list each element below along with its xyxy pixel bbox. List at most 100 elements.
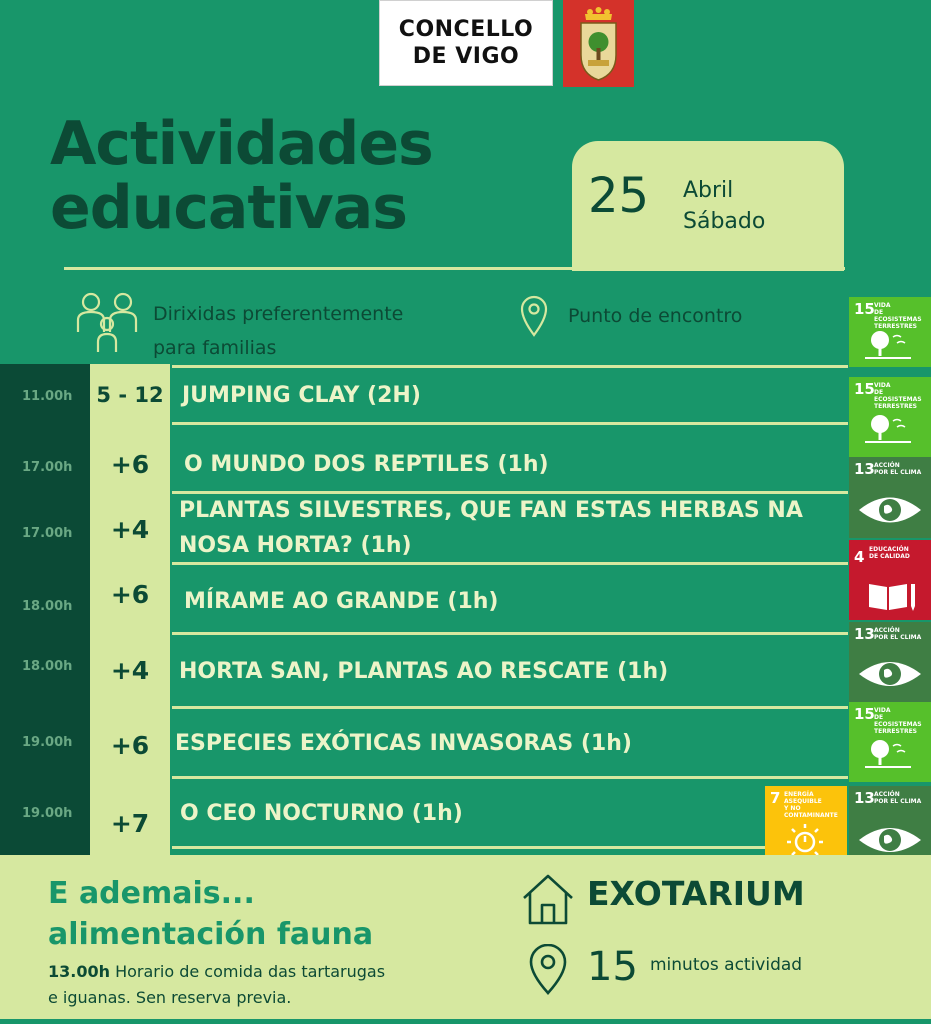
sdg-number: 15 [854,705,875,723]
sdg-13-badge: 13 ACCIÓN POR EL CLIMA [849,457,931,538]
page-title: Actividades educativas [50,112,434,243]
date-month: Abril [683,178,734,203]
extra-title-line-2: alimentación fauna [48,917,374,952]
sdg-label: ENERGÍA ASEQUIBLE Y NO CONTAMINANTE [784,791,847,819]
row-age: +4 [110,656,150,685]
families-line-2: para familias [153,337,277,359]
row-age: +6 [110,731,150,760]
sdg-label-line: DE ECOSISTEMAS [874,389,922,403]
logo-line-2: DE VIGO [412,44,520,69]
date-day: 25 [588,168,650,224]
time-column [0,364,90,855]
row-divider [172,706,848,709]
row-divider [172,365,848,368]
row-age: +6 [110,450,150,479]
row-divider [172,422,848,425]
date-month-weekday: Abril Sábado [683,175,765,237]
sdg-15-badge: 15 VIDA DE ECOSISTEMAS TERRESTRES [849,377,931,457]
sdg-label-line: ACCIÓN [874,627,900,634]
eye-earth-icon [859,662,921,686]
sdg-label-line: Y NO CONTAMINANTE [784,805,838,819]
sdg-label: EDUCACIÓN DE CALIDAD [869,546,910,560]
row-activity: O CEO NOCTURNO (1h) [180,801,463,826]
book-pencil-icon [869,584,915,611]
title-line-2: educativas [50,173,408,243]
row-time: 17.00h [22,460,73,475]
tree-icon [865,331,911,359]
footer-panel [0,855,931,1024]
family-icon [74,290,140,358]
sdg-number: 4 [854,548,865,566]
sdg-number: 13 [854,460,875,478]
families-line-1: Dirixidas preferentemente [153,303,404,325]
row-activity: MÍRAME AO GRANDE (1h) [184,589,499,614]
extra-line-1: 13.00h Horario de comida das tartarugas [48,959,428,985]
vigo-coat-of-arms-icon [563,0,634,87]
duration-label: minutos actividad [650,955,803,975]
row-divider [172,562,848,565]
duration-minutes: 15 [587,944,638,990]
tree-icon [865,740,911,768]
row-time: 19.00h [22,735,73,750]
meeting-point-legend: Punto de encontro [568,305,743,327]
row-time: 17.00h [22,526,73,541]
sdg-label: VIDA DE ECOSISTEMAS TERRESTRES [874,707,931,735]
sdg-label-line: DE ECOSISTEMAS [874,714,922,728]
row-time: 18.00h [22,599,73,614]
row-time: 19.00h [22,806,73,821]
sdg-number: 15 [854,300,875,318]
row-age: +7 [110,809,150,838]
eye-earth-icon [859,828,921,852]
sdg-label-line: POR EL CLIMA [874,469,922,476]
sdg-number: 13 [854,789,875,807]
sdg-label-line: EDUCACIÓN [869,546,909,553]
house-icon [520,872,576,930]
sdg-label-line: TERRESTRES [874,728,917,735]
sdg-15-badge: 15 VIDA DE ECOSISTEMAS TERRESTRES [849,702,931,782]
sdg-label-line: POR EL CLIMA [874,798,922,805]
sdg-15-badge: 15 VIDA DE ECOSISTEMAS TERRESTRES [849,297,931,367]
row-activity: HORTA SAN, PLANTAS AO RESCATE (1h) [179,659,669,684]
extra-time: 13.00h [48,962,110,981]
row-divider [172,776,848,779]
sdg-label: VIDA DE ECOSISTEMAS TERRESTRES [874,302,931,330]
sdg-label: ACCIÓN POR EL CLIMA [874,791,921,805]
sdg-number: 13 [854,625,875,643]
sdg-13-badge: 13 ACCIÓN POR EL CLIMA [849,622,931,702]
extra-title: E ademais... alimentación fauna [48,873,373,955]
date-weekday: Sábado [683,209,766,234]
row-divider [172,491,848,494]
location-pin-icon [520,295,548,341]
row-activity: ESPECIES EXÓTICAS INVASORAS (1h) [175,731,632,756]
sdg-label-line: TERRESTRES [874,403,917,410]
sdg-label-line: DE ECOSISTEMAS [874,309,922,323]
sdg-label-line: VIDA [874,302,891,309]
sdg-label-line: ACCIÓN [874,462,900,469]
row-activity-line-2: NOSA HORTA? (1h) [179,533,412,558]
row-time: 18.00h [22,659,73,674]
sdg-4-badge: 4 EDUCACIÓN DE CALIDAD [849,540,931,620]
footer-border [0,1019,931,1024]
row-divider [172,846,768,849]
sdg-label-line: POR EL CLIMA [874,634,922,641]
header-divider [64,267,845,270]
date-panel [572,141,844,271]
sdg-label-line: TERRESTRES [874,323,917,330]
row-activity-line-1: PLANTAS SILVESTRES, QUE FAN ESTAS HERBAS… [179,498,803,523]
extra-text-2: e iguanas. Sen reserva previa. [48,988,292,1007]
location-name: EXOTARIUM [587,874,805,913]
sdg-label-line: DE CALIDAD [869,553,910,560]
row-age: +4 [110,515,150,544]
families-legend: Dirixidas preferentemente para familias [153,297,403,365]
concello-de-vigo-logo: CONCELLO DE VIGO [379,0,553,86]
age-column [90,364,170,855]
row-age: +6 [110,580,150,609]
row-activity: O MUNDO DOS REPTILES (1h) [184,452,549,477]
sdg-label-line: VIDA [874,382,891,389]
sdg-label-line: ACCIÓN [874,791,900,798]
sdg-label: VIDA DE ECOSISTEMAS TERRESTRES [874,382,931,410]
row-activity: PLANTAS SILVESTRES, QUE FAN ESTAS HERBAS… [179,493,803,563]
extra-description: 13.00h Horario de comida das tartarugas … [48,959,428,1011]
extra-title-line-1: E ademais... [48,876,255,911]
row-time: 11.00h [22,389,73,404]
